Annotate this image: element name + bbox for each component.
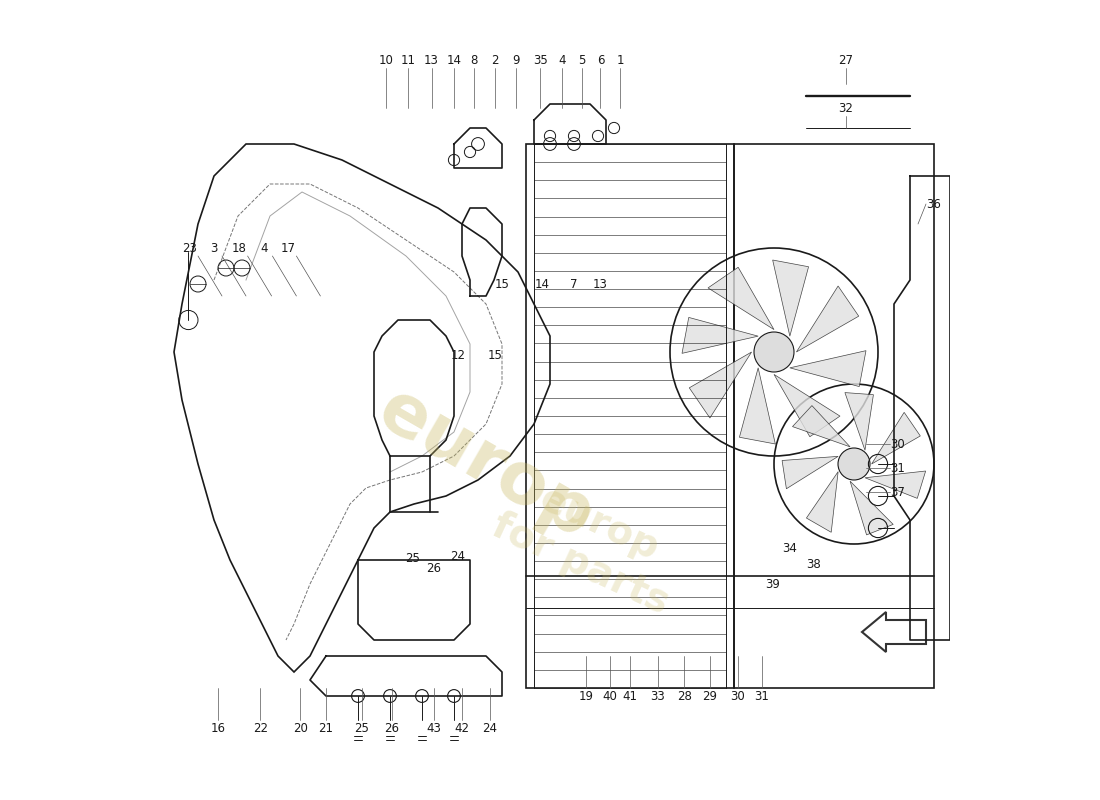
Polygon shape [739,368,776,444]
Bar [526,144,734,688]
Text: 39: 39 [764,578,780,590]
Text: 26: 26 [427,562,441,574]
Text: 15: 15 [488,350,503,362]
Text: 26: 26 [384,722,399,734]
Text: 19: 19 [579,690,594,702]
Text: 13: 13 [593,278,608,290]
Text: 33: 33 [650,690,666,702]
Text: 16: 16 [210,722,225,734]
Polygon shape [708,267,774,330]
Text: 37: 37 [891,486,905,498]
Text: 30: 30 [891,438,905,450]
Text: 30: 30 [730,690,746,702]
Text: 6: 6 [596,54,604,66]
Polygon shape [850,481,893,535]
Polygon shape [806,472,838,532]
Text: 42: 42 [454,722,470,734]
Text: 13: 13 [425,54,439,66]
Text: 40: 40 [603,690,617,702]
Polygon shape [790,350,866,386]
Text: 32: 32 [838,102,854,114]
Polygon shape [690,352,751,418]
Text: 11: 11 [400,54,416,66]
Text: 14: 14 [535,278,550,290]
Text: 4: 4 [261,242,268,254]
Text: 31: 31 [755,690,769,702]
Text: 29: 29 [703,690,717,702]
Text: europ
for parts: europ for parts [486,466,694,622]
Text: 14: 14 [447,54,462,66]
Polygon shape [845,393,873,450]
Text: 18: 18 [232,242,248,254]
Text: 4: 4 [558,54,565,66]
Polygon shape [865,471,926,498]
Text: 22: 22 [253,722,268,734]
Text: 2: 2 [491,54,498,66]
Text: 34: 34 [782,542,797,554]
Polygon shape [871,412,921,464]
Polygon shape [792,406,850,447]
Text: 43: 43 [427,722,441,734]
Circle shape [754,332,794,372]
Text: 25: 25 [405,552,420,565]
Text: 17: 17 [280,242,296,254]
Text: 10: 10 [378,54,394,66]
Text: 38: 38 [806,558,822,570]
Polygon shape [772,260,808,336]
Text: 20: 20 [293,722,308,734]
Polygon shape [682,318,758,354]
Polygon shape [796,286,859,352]
Text: 1: 1 [617,54,624,66]
Polygon shape [782,456,838,489]
Text: 3: 3 [210,242,218,254]
Text: 24: 24 [450,550,464,562]
Text: 5: 5 [579,54,585,66]
Circle shape [838,448,870,480]
Text: 28: 28 [676,690,692,702]
Text: 31: 31 [891,462,905,474]
Text: europ: europ [366,374,606,554]
Text: 24: 24 [483,722,497,734]
Text: 25: 25 [354,722,370,734]
Text: 15: 15 [495,278,509,290]
Text: 21: 21 [319,722,333,734]
Text: 9: 9 [513,54,520,66]
Text: 12: 12 [451,350,465,362]
Polygon shape [774,374,840,437]
Text: 41: 41 [623,690,638,702]
Text: 7: 7 [570,278,578,290]
Text: 8: 8 [471,54,477,66]
Text: 27: 27 [838,54,854,66]
Text: 36: 36 [926,198,942,210]
Text: 23: 23 [183,242,197,254]
Text: 35: 35 [534,54,548,66]
Bar [734,144,934,688]
